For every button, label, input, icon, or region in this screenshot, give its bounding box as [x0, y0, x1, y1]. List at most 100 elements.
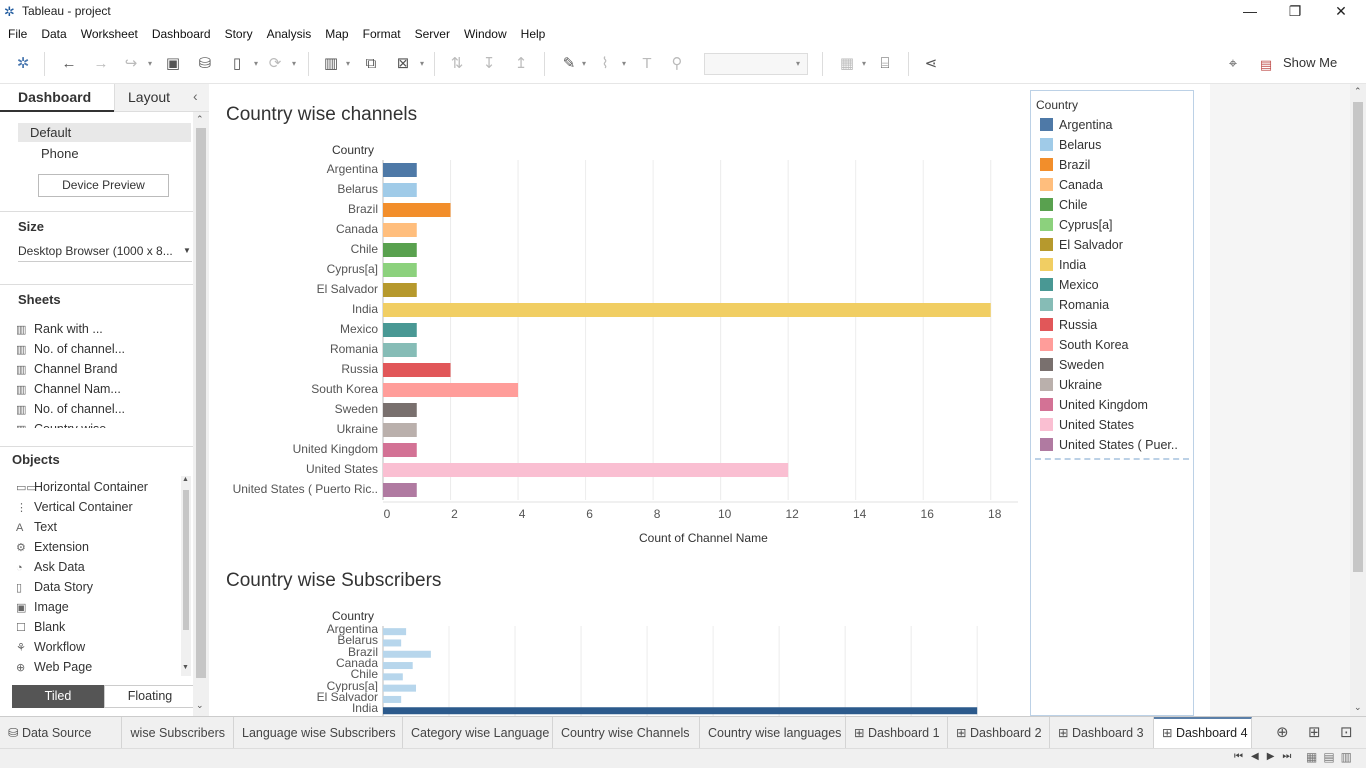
legend-item[interactable]: India — [1040, 258, 1086, 274]
share-icon[interactable]: ⋖ — [924, 55, 938, 72]
scroll-up-icon[interactable]: ⌃ — [1354, 86, 1362, 96]
tiled-button[interactable]: Tiled — [12, 685, 104, 708]
legend-item[interactable]: Belarus — [1040, 138, 1101, 154]
fit-caret-icon[interactable]: ▾ — [796, 59, 801, 68]
collapse-pane-icon[interactable]: ‹ — [193, 88, 198, 104]
country-legend[interactable]: Country Argentina Belarus Brazil Canada Chil… — [1030, 90, 1194, 716]
size-caret-icon[interactable]: ▼ — [183, 246, 191, 255]
replay-caret-icon[interactable]: ▾ — [148, 59, 153, 68]
sheet-item[interactable]: ▥Country wise ... — [16, 422, 120, 428]
device-phone[interactable]: Phone — [41, 146, 79, 161]
swap-icon[interactable]: ⇅ — [450, 55, 464, 72]
format-painter-icon[interactable]: ⌖ — [1228, 55, 1238, 72]
device-default[interactable]: Default — [18, 123, 191, 142]
object-text[interactable]: A Text — [16, 520, 57, 534]
sheet-tab[interactable]: ⛁ Data Source — [0, 717, 122, 749]
show-cards-icon[interactable]: ▦ — [839, 55, 855, 72]
sheet-tab[interactable]: ⊞ Dashboard 4 — [1154, 717, 1252, 749]
legend-item[interactable]: South Korea — [1040, 338, 1129, 354]
scroll-down-icon[interactable]: ⌄ — [1354, 702, 1362, 712]
object-vertical-container[interactable]: ⋮ Vertical Container — [16, 500, 133, 514]
restore-icon[interactable]: ❐ — [1288, 3, 1302, 19]
floating-button[interactable]: Floating — [104, 685, 196, 708]
sort-ascending-icon[interactable]: ↧ — [482, 55, 496, 72]
group-caret-icon[interactable]: ▾ — [622, 59, 627, 68]
redo-icon[interactable]: → — [93, 55, 109, 72]
menu-analysis[interactable]: Analysis — [266, 27, 312, 41]
size-dropdown[interactable]: Desktop Browser (1000 x 8... — [18, 244, 192, 262]
view-mode-icons[interactable]: ▦▤▥ — [1306, 750, 1359, 764]
legend-item[interactable]: Canada — [1040, 178, 1103, 194]
sheet-tab[interactable]: ⊞ Dashboard 1 — [846, 717, 948, 749]
scroll-up-icon[interactable]: ⌃ — [196, 114, 204, 124]
new-data-source-icon[interactable]: ⛁ — [198, 55, 212, 72]
pause-caret-icon[interactable]: ▾ — [254, 59, 259, 68]
sheet-tab[interactable]: Language wise Subscribers — [234, 717, 403, 749]
group-icon[interactable]: ⌇ — [601, 55, 609, 72]
object-extension[interactable]: ⚙ Extension — [16, 540, 89, 554]
legend-item[interactable]: Sweden — [1040, 358, 1104, 374]
menu-story[interactable]: Story — [224, 27, 253, 41]
new-worksheet-icon[interactable]: ▥ — [323, 55, 339, 72]
objects-scroll-thumb[interactable] — [183, 490, 189, 630]
menu-format[interactable]: Format — [362, 27, 401, 41]
object-blank[interactable]: ☐ Blank — [16, 620, 65, 634]
legend-item[interactable]: United States — [1040, 418, 1134, 434]
undo-icon[interactable]: ← — [61, 55, 77, 72]
legend-item[interactable]: Chile — [1040, 198, 1088, 214]
new-story-tab-icon[interactable]: ⊡ — [1340, 724, 1353, 741]
tab-dashboard[interactable]: Dashboard — [0, 84, 114, 112]
highlight-icon[interactable]: ✎ — [562, 55, 576, 72]
clear-caret-icon[interactable]: ▾ — [420, 59, 425, 68]
sheet-tab[interactable]: wise Subscribers — [122, 717, 234, 749]
tab-navigation-icons[interactable]: ⏮◀▶⏭ — [1234, 751, 1300, 762]
sheet-tab[interactable]: ⊞ Dashboard 3 — [1050, 717, 1154, 749]
left-pane-scroll-thumb[interactable] — [196, 128, 206, 678]
labels-icon[interactable]: T — [642, 55, 652, 72]
clear-sheet-icon[interactable]: ⊠ — [396, 55, 410, 72]
menu-file[interactable]: File — [8, 27, 28, 41]
legend-item[interactable]: Mexico — [1040, 278, 1099, 294]
sheet-item[interactable]: ▥ No. of channel... — [16, 402, 125, 416]
new-worksheet-tab-icon[interactable]: ⊕ — [1276, 724, 1289, 741]
show-cards-caret-icon[interactable]: ▾ — [862, 59, 867, 68]
show-me-button[interactable]: Show Me — [1283, 55, 1338, 70]
fit-dropdown[interactable] — [704, 53, 808, 75]
menu-window[interactable]: Window — [463, 27, 507, 41]
scroll-down-icon[interactable]: ▼ — [182, 664, 189, 671]
sheet-item[interactable]: ▥ Rank with ... — [16, 322, 103, 336]
new-worksheet-caret-icon[interactable]: ▾ — [346, 59, 351, 68]
refresh-icon[interactable]: ⟳ — [268, 55, 282, 72]
canvas-scroll-thumb[interactable] — [1353, 102, 1363, 572]
object-ask-data[interactable]: ◔ Ask Data — [16, 560, 85, 574]
menu-map[interactable]: Map — [325, 27, 349, 41]
object-image[interactable]: ▣ Image — [16, 600, 69, 614]
legend-item[interactable]: United States ( Puer.. — [1040, 438, 1178, 454]
legend-item[interactable]: Russia — [1040, 318, 1097, 334]
sheet-item[interactable]: ▥ Channel Brand — [16, 362, 117, 376]
menu-worksheet[interactable]: Worksheet — [80, 27, 138, 41]
legend-item[interactable]: El Salvador — [1040, 238, 1123, 254]
minimize-icon[interactable]: — — [1243, 3, 1257, 19]
sheet-item[interactable]: ▥ No. of channel... — [16, 342, 125, 356]
legend-item[interactable]: Argentina — [1040, 118, 1113, 134]
device-preview-button[interactable]: Device Preview — [38, 174, 169, 197]
fix-axes-icon[interactable]: ⚲ — [671, 55, 683, 72]
legend-item[interactable]: Brazil — [1040, 158, 1090, 174]
presentation-mode-icon[interactable]: ⌸ — [880, 55, 890, 72]
duplicate-icon[interactable]: ⧉ — [365, 55, 377, 72]
object-web-page[interactable]: ⊕ Web Page — [16, 660, 92, 674]
sheet-item[interactable]: ▥ Channel Nam... — [16, 382, 121, 396]
legend-item[interactable]: United Kingdom — [1040, 398, 1148, 414]
sort-descending-icon[interactable]: ↥ — [514, 55, 528, 72]
legend-item[interactable]: Ukraine — [1040, 378, 1102, 394]
sheet-tab[interactable]: ⊞ Dashboard 2 — [948, 717, 1050, 749]
legend-item[interactable]: Cyprus[a] — [1040, 218, 1113, 234]
save-icon[interactable]: ▣ — [165, 55, 181, 72]
sheet-tab[interactable]: Category wise Language — [403, 717, 553, 749]
replay-icon[interactable]: ↪ — [124, 55, 138, 72]
legend-item[interactable]: Romania — [1040, 298, 1109, 314]
scroll-down-icon[interactable]: ⌄ — [196, 700, 204, 710]
pause-updates-icon[interactable]: ▯ — [232, 55, 242, 72]
menu-help[interactable]: Help — [520, 27, 546, 41]
